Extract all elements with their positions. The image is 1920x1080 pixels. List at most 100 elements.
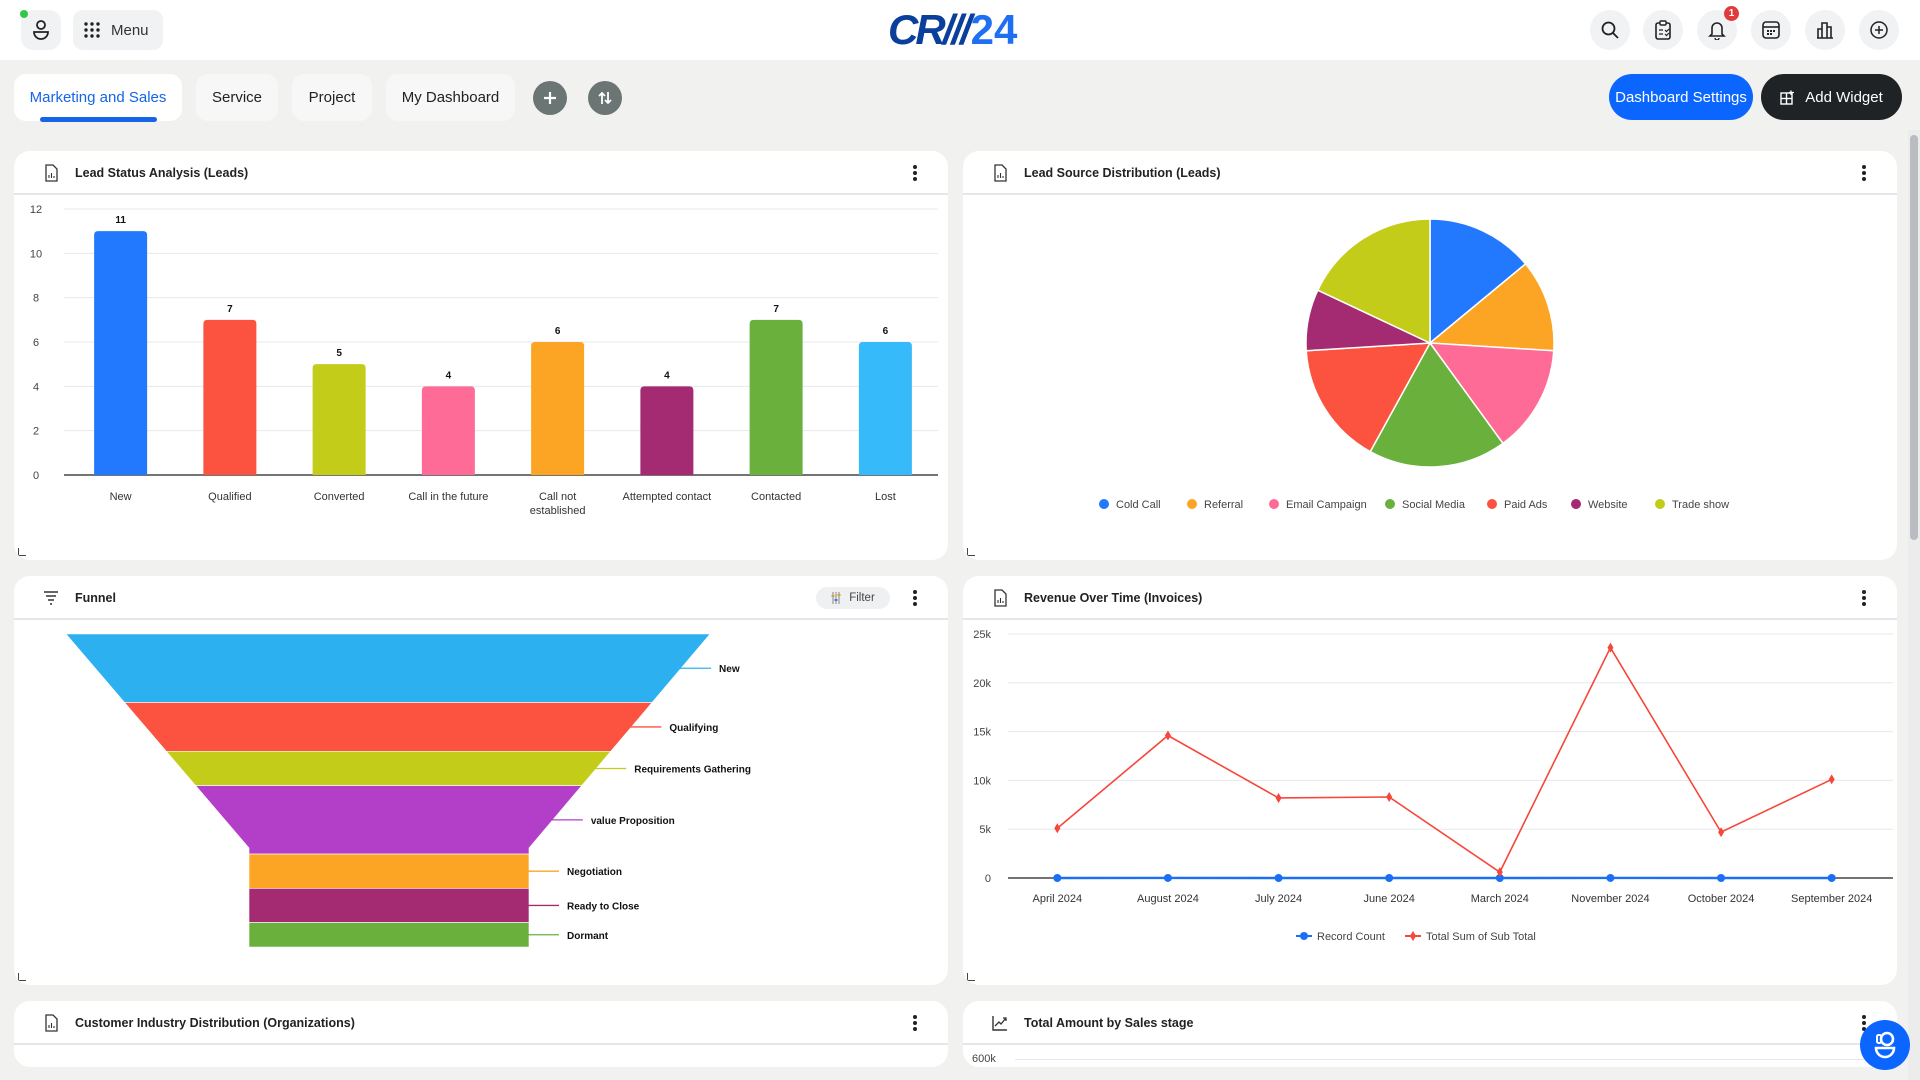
- kebab-dot-icon: [1862, 1015, 1866, 1019]
- funnel-segment: [248, 888, 530, 923]
- y-tick-label: 8: [33, 293, 39, 305]
- widget-menu-button[interactable]: [1861, 590, 1867, 606]
- widget-title: Customer Industry Distribution (Organiza…: [75, 1016, 355, 1030]
- widget-lead-source-distribution: Lead Source Distribution (Leads) Cold Ca…: [963, 151, 1897, 560]
- resize-handle[interactable]: [18, 548, 26, 556]
- menu-button[interactable]: Menu: [73, 10, 163, 50]
- legend-marker: [1300, 932, 1308, 940]
- reorder-dashboards-button[interactable]: [588, 81, 622, 115]
- widget-menu-button[interactable]: [1861, 165, 1867, 181]
- series-line: [1056, 645, 1833, 874]
- tasks-button[interactable]: [1643, 10, 1683, 50]
- widget-menu-button[interactable]: [912, 590, 918, 606]
- widget-header: [963, 151, 1897, 195]
- x-tick-label: Contacted: [751, 491, 801, 503]
- x-tick-label: April 2024: [1033, 893, 1083, 905]
- tab-marketing-and-sales[interactable]: Marketing and Sales: [14, 74, 182, 121]
- x-tick-label: Qualified: [208, 491, 251, 503]
- resize-handle[interactable]: [18, 973, 26, 981]
- tab-label: Marketing and Sales: [29, 89, 167, 106]
- funnel-segment: [194, 785, 583, 855]
- trend-chart-icon: [992, 1016, 1007, 1031]
- x-tick-label: November 2024: [1571, 893, 1649, 905]
- widget-revenue-over-time: Revenue Over Time (Invoices) 0 5k 10k 15k 20…: [963, 576, 1897, 985]
- widget-menu-button[interactable]: [912, 1015, 918, 1031]
- tab-project[interactable]: Project: [292, 74, 372, 121]
- funnel-segment: [248, 922, 530, 948]
- search-button[interactable]: [1590, 10, 1630, 50]
- legend-marker: [1099, 499, 1109, 509]
- funnel-segment: [65, 633, 711, 703]
- crm24-logo[interactable]: CR/// 24: [888, 6, 1017, 53]
- y-tick-label: 20k: [973, 678, 991, 690]
- y-tick-label: 5k: [979, 824, 991, 836]
- filter-button[interactable]: Filter: [816, 587, 890, 609]
- y-tick-label: 12: [30, 204, 42, 216]
- tab-my-dashboard[interactable]: My Dashboard: [386, 74, 515, 121]
- data-point: [1053, 873, 1062, 882]
- legend-marker: [1655, 499, 1665, 509]
- data-point: [1274, 873, 1283, 882]
- scrollbar-thumb[interactable]: [1910, 135, 1918, 540]
- widget-header: [14, 151, 948, 195]
- x-tick-label: Converted: [314, 491, 365, 503]
- x-tick-label: Attempted contact: [623, 491, 712, 503]
- y-tick-label: 10: [30, 248, 42, 260]
- legend-label: Trade show: [1672, 499, 1729, 511]
- quick-create-button[interactable]: [1859, 10, 1899, 50]
- resize-handle[interactable]: [967, 548, 975, 556]
- support-chat-button[interactable]: [1860, 1020, 1910, 1070]
- add-dashboard-button[interactable]: [533, 81, 567, 115]
- bar-value-label: 7: [773, 304, 779, 315]
- bar: [531, 342, 585, 475]
- x-tick-label: October 2024: [1688, 893, 1755, 905]
- bar: [94, 231, 148, 475]
- funnel-label: Dormant: [567, 931, 609, 942]
- data-point: [1054, 823, 1061, 834]
- resize-handle[interactable]: [967, 973, 975, 981]
- kebab-dot-icon: [1862, 165, 1866, 169]
- funnel-segment: [248, 853, 530, 889]
- legend-label: Cold Call: [1116, 499, 1161, 511]
- gridline: [1015, 1059, 1883, 1060]
- y-tick-label: 25k: [973, 629, 991, 641]
- tab-service[interactable]: Service: [196, 74, 278, 121]
- widget-header: [963, 1001, 1897, 1045]
- kebab-dot-icon: [913, 1027, 917, 1031]
- bar: [312, 364, 366, 475]
- add-widget-button[interactable]: Add Widget: [1761, 74, 1902, 120]
- kebab-dot-icon: [1862, 602, 1866, 606]
- kebab-dot-icon: [913, 165, 917, 169]
- legend-label: Website: [1588, 499, 1628, 511]
- kebab-dot-icon: [913, 177, 917, 181]
- data-point: [1385, 873, 1394, 882]
- add-widget-icon: [1780, 90, 1795, 105]
- funnel-label: Qualifying: [669, 723, 718, 734]
- calendar-button[interactable]: [1751, 10, 1791, 50]
- widget-customer-industry-distribution: Customer Industry Distribution (Organiza…: [14, 1001, 948, 1067]
- reports-button[interactable]: [1805, 10, 1845, 50]
- menu-label: Menu: [111, 21, 149, 39]
- pie-slice: [1305, 342, 1431, 453]
- filter-sliders-icon: [831, 592, 841, 604]
- widget-header: [963, 576, 1897, 620]
- widget-menu-button[interactable]: [912, 165, 918, 181]
- support-agent-icon: [1874, 1031, 1896, 1059]
- tab-label: Service: [211, 89, 263, 106]
- data-point: [1163, 873, 1172, 882]
- revenue-line-chart: 0 5k 10k 15k 20k 25k April 2024 August 2024 July…: [973, 629, 1893, 943]
- logo-text: CR///: [888, 6, 972, 53]
- bar-value-label: 5: [336, 348, 342, 359]
- plus-icon: [544, 92, 556, 104]
- tab-label: My Dashboard: [401, 89, 500, 106]
- funnel-label: Ready to Close: [567, 901, 640, 912]
- bar-chart-icon: [1817, 22, 1833, 39]
- kebab-dot-icon: [913, 596, 917, 600]
- bar: [203, 319, 257, 475]
- bar: [421, 386, 475, 475]
- bar-value-label: 6: [555, 326, 561, 337]
- user-profile-button[interactable]: [21, 10, 61, 50]
- lead-status-bar-chart: 0 2 4 6 8 10 12 11 New 7 Qualified 5 Converted 4 Call …: [30, 204, 938, 517]
- notifications-button[interactable]: 1: [1697, 6, 1739, 50]
- dashboard-settings-button[interactable]: Dashboard Settings: [1609, 74, 1753, 120]
